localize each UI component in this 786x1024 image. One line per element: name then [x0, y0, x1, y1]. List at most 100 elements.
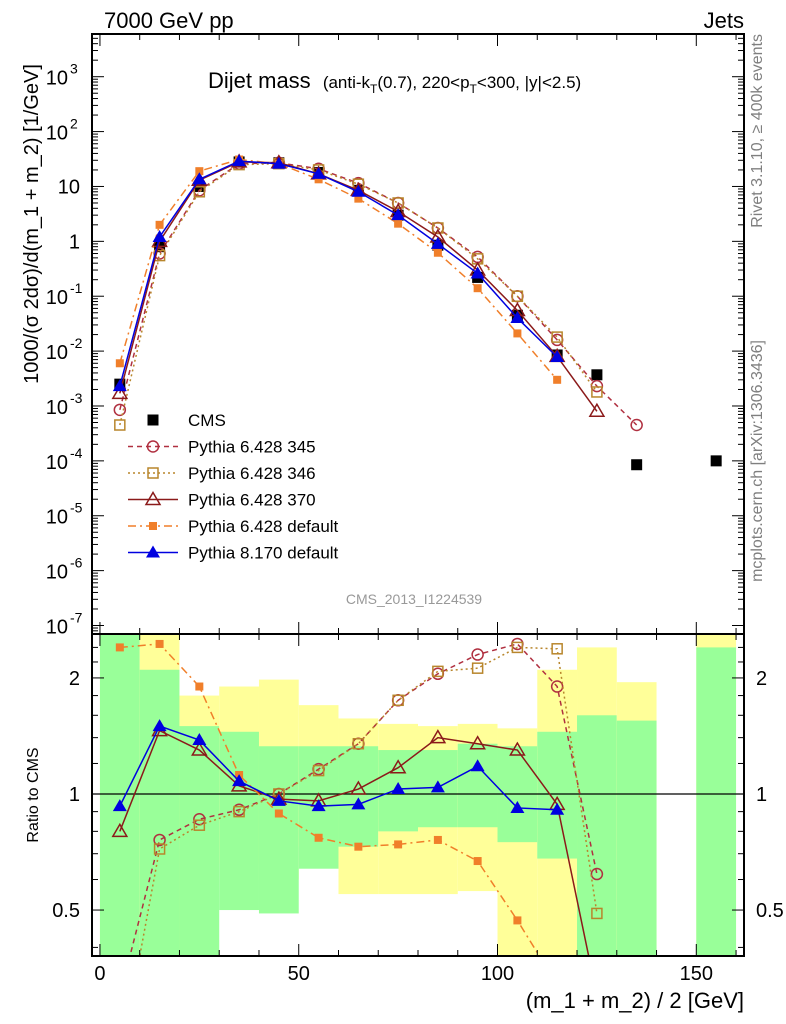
band-inner-6	[338, 746, 379, 847]
band-inner-3	[219, 731, 259, 911]
main-point-0-14	[710, 455, 722, 467]
ratio-point-1-10	[511, 641, 524, 654]
ratio-y-tick-label-right-2: 2	[756, 668, 767, 690]
main-point-4-7	[394, 219, 403, 228]
svg-text:10: 10	[46, 342, 68, 364]
ratio-point-1-1	[153, 843, 166, 855]
ratio-point-1-6	[352, 737, 365, 750]
main-y-tick-label-1: 10	[58, 176, 80, 198]
main-point-0-13	[631, 459, 643, 471]
legend-entry-3: Pythia 6.428 370	[128, 491, 316, 510]
main-line-5	[119, 160, 558, 387]
svg-text:-6: -6	[70, 555, 83, 571]
ratio-uncertainty-bands	[99, 634, 737, 956]
plot-title-sub-2: T	[370, 82, 378, 96]
header-left-label: 7000 GeV pp	[104, 8, 234, 33]
x-tick-label-1: 50	[288, 963, 310, 985]
main-y-tick-label--1: 10 -1	[46, 280, 83, 309]
ratio-point-4-9	[470, 759, 485, 772]
ratio-point-1-7	[392, 694, 404, 707]
main-point-5-11	[550, 350, 565, 363]
band-inner-9	[457, 743, 498, 828]
ratio-point-1-3	[233, 805, 245, 818]
main-point-5-3	[232, 154, 247, 167]
ratio-point-1-5	[312, 764, 325, 777]
ratio-point-3-8	[433, 835, 442, 844]
ratio-y-tick-label-right-0: 0.5	[756, 900, 784, 922]
ratio-point-3-0	[115, 643, 124, 652]
plot-title: Dijet mass (anti-kT(0.7), 220<pT<300, |y…	[208, 68, 581, 96]
ratio-point-4-7	[391, 782, 406, 795]
ratio-point-0-1	[153, 833, 166, 847]
main-point-5-6	[351, 184, 366, 197]
main-point-5-0	[112, 379, 127, 392]
main-y-tick-label-2: 10 2	[46, 116, 78, 145]
svg-text:10: 10	[46, 397, 68, 419]
band-inner-4	[258, 746, 299, 914]
ratio-line-1	[138, 646, 598, 956]
main-point-5-9	[470, 266, 485, 279]
main-y-tick-label-3: 10 3	[46, 61, 78, 90]
ratio-point-1-2	[193, 819, 206, 831]
main-point-4-2	[195, 167, 204, 176]
svg-text:-5: -5	[70, 500, 83, 516]
main-y-tick-label--6: 10 -6	[46, 555, 83, 584]
svg-text:3: 3	[70, 61, 78, 77]
main-y-tick-label-0: 1	[69, 231, 80, 253]
legend-marker-3	[144, 491, 162, 506]
svg-text:-3: -3	[70, 390, 83, 406]
main-point-4-6	[354, 194, 363, 203]
main-point-3-12	[588, 402, 606, 418]
rivet-version-label: Rivet 3.1.10, ≥ 400k events	[749, 34, 766, 228]
ratio-line-2	[119, 729, 590, 956]
band-inner-2	[179, 726, 220, 956]
main-point-1-12	[590, 379, 604, 393]
ratio-point-2-0	[111, 822, 129, 838]
ratio-point-4-0	[112, 799, 127, 812]
main-point-4-1	[155, 220, 164, 229]
main-point-2-0	[114, 419, 126, 431]
ratio-panel-series	[92, 637, 744, 956]
x-tick-label-3: 150	[680, 963, 713, 985]
main-point-4-9	[473, 284, 482, 293]
ratio-point-0-9	[471, 648, 484, 661]
ratio-point-1-12	[591, 907, 603, 920]
legend-marker-0	[147, 414, 159, 426]
ratio-point-4-6	[351, 797, 366, 810]
ratio-point-0-11	[550, 680, 564, 693]
main-point-5-5	[311, 166, 326, 179]
main-point-4-8	[433, 248, 442, 257]
ratio-point-4-3	[232, 774, 247, 787]
legend-label-0: CMS	[188, 411, 226, 430]
ratio-point-3-9	[473, 857, 482, 866]
band-inner-13	[616, 720, 657, 956]
main-y-tick-label--3: 10 -3	[46, 390, 83, 419]
main-point-2-12	[591, 386, 603, 398]
band-inner-11	[537, 731, 578, 859]
svg-text:-4: -4	[70, 445, 83, 461]
svg-text:10: 10	[46, 562, 68, 584]
ratio-point-3-10	[513, 916, 522, 925]
svg-text:10: 10	[46, 452, 68, 474]
ratio-point-3-5	[314, 833, 323, 842]
legend-entry-1: Pythia 6.428 345	[128, 438, 316, 457]
ratio-point-2-10	[509, 741, 526, 756]
band-inner-0	[99, 634, 140, 956]
ratio-point-4-11	[550, 802, 565, 815]
ratio-point-2-8	[429, 729, 447, 744]
ratio-point-0-12	[590, 867, 604, 881]
plot-title-sub-1: (anti-k	[323, 73, 371, 92]
main-point-5-7	[391, 208, 406, 221]
ratio-y-tick-label-0: 0.5	[52, 900, 80, 922]
main-point-3-0	[111, 384, 129, 400]
svg-text:10: 10	[46, 507, 68, 529]
plot-title-sub-3: (0.7), 220<p	[377, 73, 469, 92]
legend-entry-0: CMS	[147, 411, 226, 430]
legend-entry-5: Pythia 8.170 default	[128, 544, 339, 563]
main-y-tick-label--7: 10 -7	[46, 609, 83, 638]
x-tick-label-2: 100	[481, 963, 514, 985]
svg-text:10: 10	[58, 176, 80, 198]
main-point-2-8	[432, 222, 444, 234]
